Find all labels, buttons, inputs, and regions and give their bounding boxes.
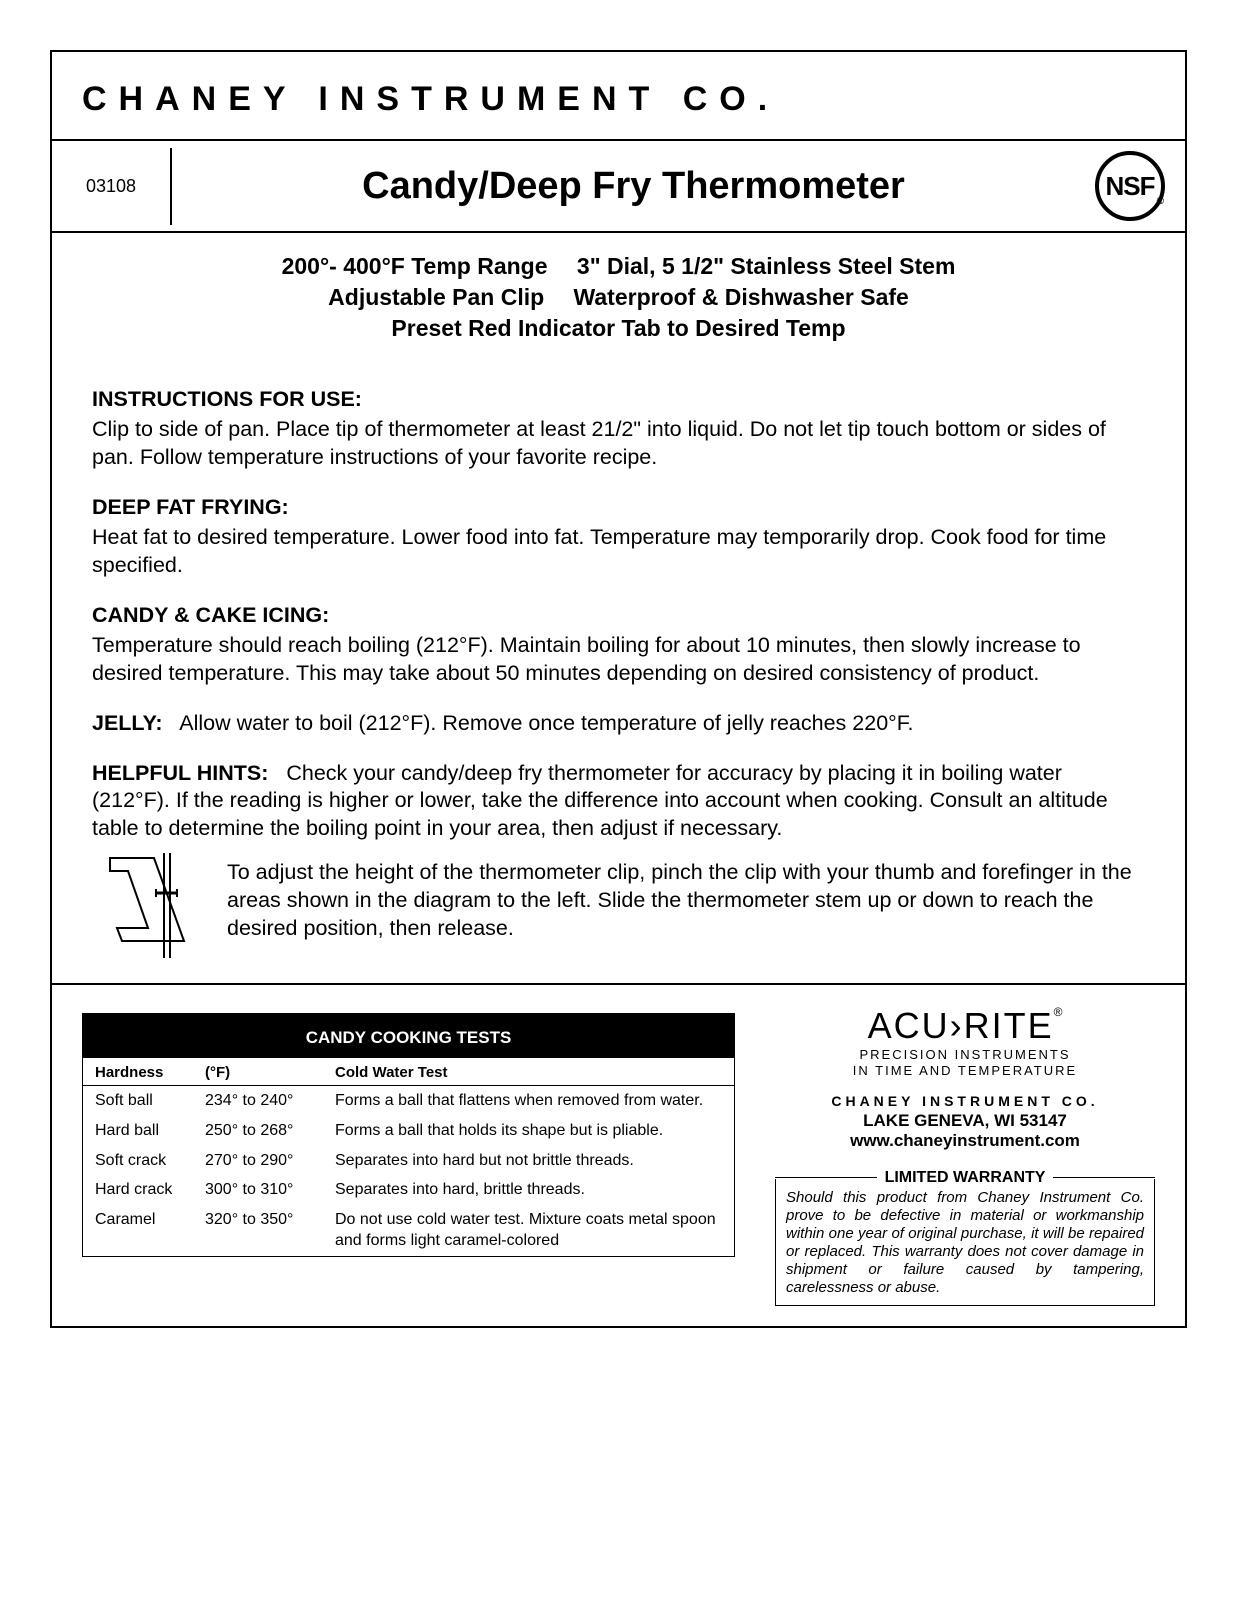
table-cell: Forms a ball that holds its shape but is… [323, 1116, 734, 1146]
clip-instruction-row: To adjust the height of the thermometer … [92, 853, 1145, 963]
acurite-tagline-1: PRECISION INSTRUMENTS [775, 1047, 1155, 1063]
company-location: LAKE GENEVA, WI 53147 [775, 1111, 1155, 1131]
nsf-badge: NSF ® [1095, 141, 1185, 231]
table-cell: 320° to 350° [193, 1205, 323, 1256]
table-cell: Hard crack [83, 1175, 193, 1205]
company-header: CHANEY INSTRUMENT CO. [52, 52, 1185, 141]
table-cell: Soft ball [83, 1086, 193, 1116]
candy-cooking-table: CANDY COOKING TESTS Hardness (°F) Cold W… [82, 1013, 735, 1257]
col-temp: (°F) [193, 1058, 323, 1086]
candy-table-panel: CANDY COOKING TESTS Hardness (°F) Cold W… [52, 985, 755, 1325]
spec-line-2: Adjustable Pan Clip Waterproof & Dishwas… [82, 282, 1155, 313]
col-test: Cold Water Test [323, 1058, 734, 1086]
table-row: Soft ball234° to 240°Forms a ball that f… [83, 1086, 734, 1116]
model-number: 03108 [52, 148, 172, 225]
col-hardness: Hardness [83, 1058, 193, 1086]
clip-diagram-icon [92, 853, 197, 963]
warranty-body: Should this product from Chaney Instrume… [775, 1179, 1155, 1306]
company-sub: CHANEY INSTRUMENT CO. [775, 1093, 1155, 1109]
deepfry-heading: DEEP FAT FRYING: [92, 494, 1145, 522]
title-row: 03108 Candy/Deep Fry Thermometer NSF ® [52, 141, 1185, 233]
candy-body: Temperature should reach boiling (212°F)… [92, 632, 1145, 688]
table-cell: Forms a ball that flattens when removed … [323, 1086, 734, 1116]
bottom-section: CANDY COOKING TESTS Hardness (°F) Cold W… [52, 983, 1185, 1325]
spec-line-1: 200°- 400°F Temp Range 3" Dial, 5 1/2" S… [82, 251, 1155, 282]
table-row: Hard crack300° to 310°Separates into har… [83, 1175, 734, 1205]
spec-line-3: Preset Red Indicator Tab to Desired Temp [82, 313, 1155, 344]
candy-table-title: CANDY COOKING TESTS [83, 1014, 734, 1058]
table-row: Caramel320° to 350°Do not use cold water… [83, 1205, 734, 1256]
jelly-body: Allow water to boil (212°F). Remove once… [179, 711, 913, 735]
product-title: Candy/Deep Fry Thermometer [172, 147, 1095, 226]
table-cell: 270° to 290° [193, 1146, 323, 1176]
nsf-registered: ® [1157, 196, 1163, 207]
table-cell: 300° to 310° [193, 1175, 323, 1205]
table-cell: 250° to 268° [193, 1116, 323, 1146]
acurite-brand: ACU›RITE [868, 1005, 1054, 1046]
table-cell: Soft crack [83, 1146, 193, 1176]
table-cell: 234° to 240° [193, 1086, 323, 1116]
clip-body: To adjust the height of the thermometer … [227, 853, 1145, 943]
acurite-tagline-2: IN TIME AND TEMPERATURE [775, 1063, 1155, 1079]
table-row: Hard ball250° to 268°Forms a ball that h… [83, 1116, 734, 1146]
table-cell: Separates into hard, brittle threads. [323, 1175, 734, 1205]
brand-warranty-panel: ACU›RITE® PRECISION INSTRUMENTS IN TIME … [755, 985, 1185, 1325]
table-cell: Caramel [83, 1205, 193, 1256]
candy-heading: CANDY & CAKE ICING: [92, 602, 1145, 630]
body-content: INSTRUCTIONS FOR USE: Clip to side of pa… [52, 354, 1185, 983]
jelly-heading: JELLY: [92, 711, 163, 735]
specifications: 200°- 400°F Temp Range 3" Dial, 5 1/2" S… [52, 233, 1185, 354]
warranty-title: LIMITED WARRANTY [885, 1169, 1046, 1187]
deepfry-body: Heat fat to desired temperature. Lower f… [92, 524, 1145, 580]
acurite-registered: ® [1054, 1005, 1063, 1019]
table-row: Soft crack270° to 290°Separates into har… [83, 1146, 734, 1176]
instructions-heading: INSTRUCTIONS FOR USE: [92, 386, 1145, 414]
nsf-icon: NSF ® [1095, 151, 1165, 221]
acurite-logo: ACU›RITE® PRECISION INSTRUMENTS IN TIME … [775, 1005, 1155, 1078]
document-frame: CHANEY INSTRUMENT CO. 03108 Candy/Deep F… [50, 50, 1187, 1328]
company-website: www.chaneyinstrument.com [775, 1131, 1155, 1151]
table-cell: Separates into hard but not brittle thre… [323, 1146, 734, 1176]
hints-heading: HELPFUL HINTS: [92, 761, 268, 785]
warranty-box: LIMITED WARRANTY Should this product fro… [775, 1169, 1155, 1306]
table-cell: Do not use cold water test. Mixture coat… [323, 1205, 734, 1256]
nsf-text: NSF [1106, 171, 1155, 202]
table-cell: Hard ball [83, 1116, 193, 1146]
instructions-body: Clip to side of pan. Place tip of thermo… [92, 416, 1145, 472]
